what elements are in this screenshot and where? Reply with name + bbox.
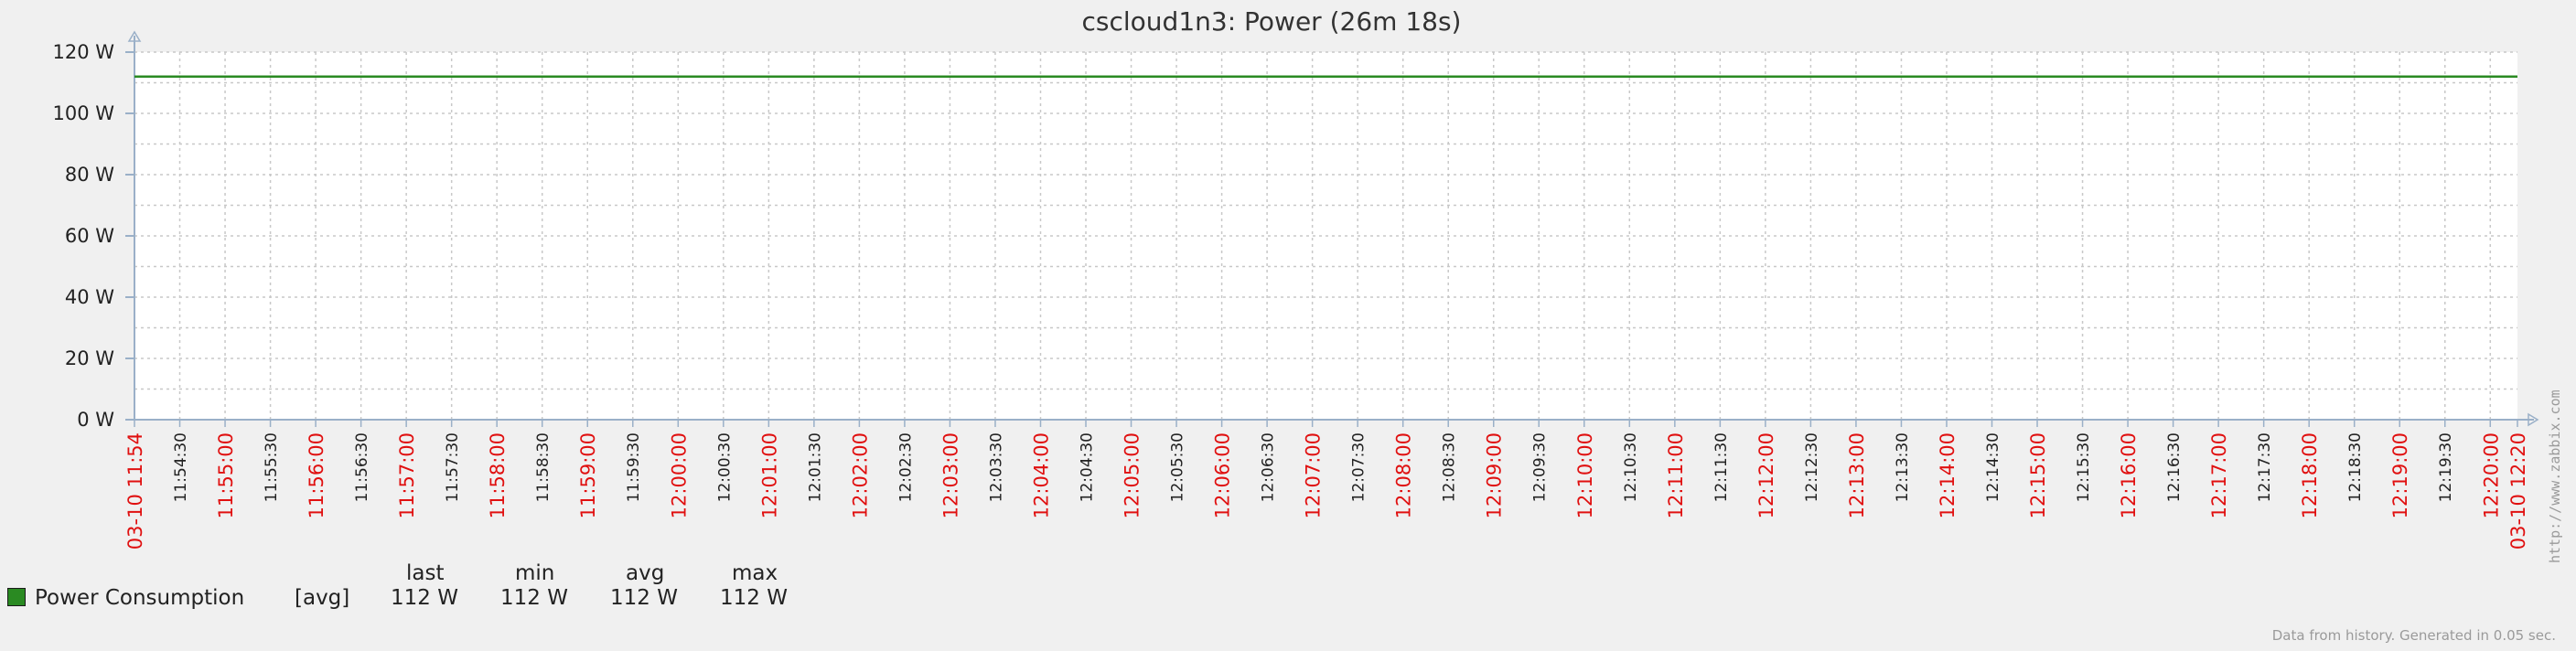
x-tick-label-major: 12:08:00: [1393, 432, 1415, 518]
legend-header-last: last: [406, 561, 445, 585]
x-tick-label-minor: 11:58:30: [534, 432, 553, 502]
x-tick-label-minor: 11:56:30: [353, 432, 371, 502]
x-axis-arrow: [2528, 412, 2539, 427]
legend-value-max: 112 W: [720, 586, 788, 610]
x-tick-label-major: 12:06:00: [1212, 432, 1234, 518]
legend-header-max: max: [732, 561, 778, 585]
chart-title: cscloud1n3: Power (26m 18s): [1082, 6, 1462, 37]
x-tick-label-minor: 12:15:30: [2075, 432, 2093, 502]
x-tick-label-minor: 12:00:30: [715, 432, 734, 502]
x-tick-label-major: 12:04:00: [1030, 432, 1052, 518]
x-tick-label-major: 12:11:00: [1665, 432, 1687, 518]
x-tick-label-minor: 12:05:30: [1169, 432, 1187, 502]
x-tick-label-major: 12:09:00: [1484, 432, 1506, 518]
legend-value-last: 112 W: [391, 586, 458, 610]
x-tick-label-minor: 12:10:30: [1622, 432, 1640, 502]
x-tick-label-minor: 12:14:30: [1984, 432, 2002, 502]
legend-value-min: 112 W: [500, 586, 568, 610]
legend-color-swatch: [7, 588, 26, 606]
zabbix-watermark: http://www.zabbix.com: [2547, 390, 2563, 563]
x-tick-label-minor: 11:55:30: [263, 432, 281, 502]
x-tick-label-major: 12:01:00: [758, 432, 780, 518]
plot-area: 0 W 20 W 40 W 60 W 80 W 100 W 120 W 03-10 11:54…: [52, 30, 2539, 550]
x-tick-label-major: 12:12:00: [1755, 432, 1777, 518]
x-tick-label-major: 12:07:00: [1303, 432, 1325, 518]
x-tick-label-major: 12:13:00: [1846, 432, 1868, 518]
x-tick-label-major: 12:03:00: [939, 432, 961, 518]
x-tick-label-minor: 12:17:30: [2256, 432, 2274, 502]
x-tick-label-major: 11:55:00: [215, 432, 237, 518]
x-tick-label-major: 11:58:00: [487, 432, 509, 518]
x-tick-label-minor: 12:12:30: [1803, 432, 1821, 502]
x-tick-label-minor: 12:07:30: [1350, 432, 1368, 502]
x-tick-label-major: 03-10 12:20: [2507, 432, 2529, 550]
x-tick-label-minor: 12:08:30: [1441, 432, 1459, 502]
x-tick-label-major: 12:17:00: [2208, 432, 2230, 518]
x-tick-label-major: 12:20:00: [2480, 432, 2502, 518]
y-tick-label: 100 W: [52, 102, 114, 124]
x-tick-label-major: 12:05:00: [1122, 432, 1143, 518]
x-tick-label-minor: 12:18:30: [2346, 432, 2365, 502]
y-tick-label: 20 W: [65, 347, 114, 369]
x-tick-label-minor: 12:11:30: [1712, 432, 1731, 502]
y-axis-arrow: [127, 30, 142, 42]
legend-header-avg: avg: [626, 561, 665, 585]
x-tick-label-major: 12:10:00: [1574, 432, 1596, 518]
x-tick-label-minor: 12:04:30: [1078, 432, 1096, 502]
y-tick-label: 40 W: [65, 286, 114, 308]
x-tick-label-minor: 12:09:30: [1531, 432, 1550, 502]
x-tick-label-minor: 12:03:30: [987, 432, 1005, 502]
legend-series-func: [avg]: [295, 586, 350, 610]
x-tick-label-major: 12:15:00: [2027, 432, 2049, 518]
x-tick-label-minor: 12:01:30: [806, 432, 824, 502]
legend-value-avg: 112 W: [610, 586, 678, 610]
x-tick-label-minor: 12:02:30: [896, 432, 915, 502]
x-tick-label-major: 03-10 11:54: [124, 432, 146, 550]
legend-header-min: min: [515, 561, 555, 585]
x-tick-label-major: 11:57:00: [396, 432, 418, 518]
y-tick-label: 80 W: [65, 164, 114, 186]
x-tick-label-major: 12:02:00: [849, 432, 871, 518]
x-tick-label-minor: 11:57:30: [444, 432, 462, 502]
x-tick-label-minor: 11:59:30: [625, 432, 643, 502]
x-tick-label-minor: 12:16:30: [2165, 432, 2184, 502]
x-tick-label-minor: 12:13:30: [1894, 432, 1912, 502]
legend-series-name: Power Consumption: [35, 586, 245, 610]
y-tick-label: 120 W: [52, 41, 114, 63]
footer-note: Data from history. Generated in 0.05 sec…: [2271, 627, 2556, 644]
x-tick-label-major: 12:00:00: [668, 432, 690, 518]
y-tick-label: 60 W: [65, 225, 114, 247]
x-tick-label-major: 11:59:00: [577, 432, 599, 518]
x-tick-label-minor: 12:19:30: [2437, 432, 2455, 502]
x-tick-label-major: 12:18:00: [2299, 432, 2321, 518]
x-tick-label-minor: 11:54:30: [172, 432, 190, 502]
x-tick-label-major: 12:16:00: [2118, 432, 2140, 518]
x-tick-label-major: 12:19:00: [2389, 432, 2411, 518]
x-tick-label-major: 12:14:00: [1937, 432, 1959, 518]
x-tick-label-minor: 12:06:30: [1260, 432, 1278, 502]
x-tick-label-major: 11:56:00: [306, 432, 327, 518]
y-tick-label: 0 W: [77, 409, 114, 431]
